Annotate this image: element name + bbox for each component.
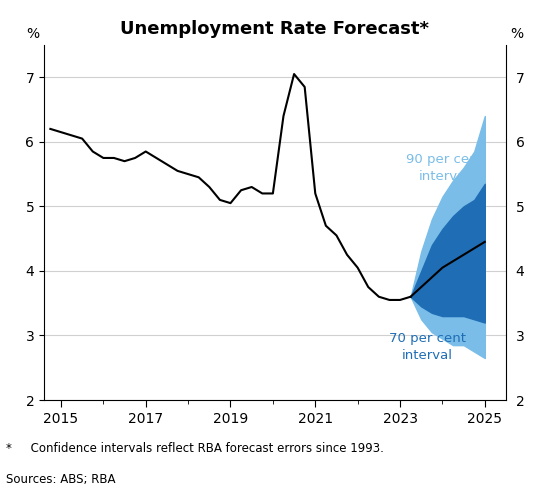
Text: %: % <box>510 28 524 42</box>
Text: 70 per cent
interval: 70 per cent interval <box>389 332 466 362</box>
Text: Sources: ABS; RBA: Sources: ABS; RBA <box>6 472 115 486</box>
Text: %: % <box>26 28 40 42</box>
Text: 90 per cent
interval: 90 per cent interval <box>406 152 483 182</box>
Text: *     Confidence intervals reflect RBA forecast errors since 1993.: * Confidence intervals reflect RBA forec… <box>6 442 383 456</box>
Title: Unemployment Rate Forecast*: Unemployment Rate Forecast* <box>120 20 430 38</box>
